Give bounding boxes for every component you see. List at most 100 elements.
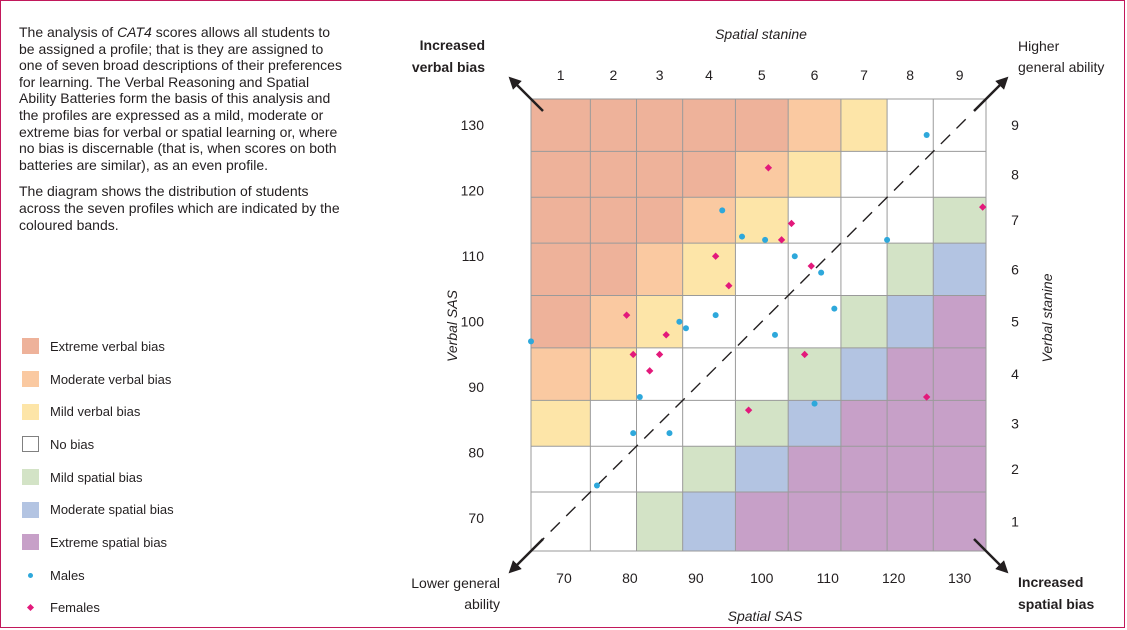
stanine-grid xyxy=(530,98,987,552)
legend-item-females: Females xyxy=(22,592,322,625)
series-males xyxy=(528,132,930,489)
female-data-point xyxy=(629,350,637,359)
band-cell xyxy=(840,347,888,401)
band-cell xyxy=(735,492,789,551)
band-cell xyxy=(735,99,789,152)
male-data-point xyxy=(630,430,637,437)
profile-bands xyxy=(531,99,986,551)
band-cell xyxy=(933,400,986,447)
top-stanine-label: 7 xyxy=(860,67,868,83)
band-cell xyxy=(735,446,789,493)
band-cell xyxy=(933,446,986,493)
corner-label-bottom-left: ability xyxy=(464,596,500,612)
male-data-point xyxy=(682,325,689,332)
top-stanine-label: 1 xyxy=(557,67,565,83)
even-profile-diagonal xyxy=(534,114,971,548)
band-cell xyxy=(682,492,736,551)
male-data-point xyxy=(636,394,643,401)
legend-swatch xyxy=(22,403,39,420)
male-data-point xyxy=(528,338,534,345)
intro-text: The analysis of CAT4 scores allows all s… xyxy=(19,24,349,243)
top-stanine-label: 4 xyxy=(705,67,713,83)
corner-label-bottom-right: Increased xyxy=(1018,574,1083,590)
band-cell xyxy=(887,243,934,296)
legend: Extreme verbal bias Moderate verbal bias M… xyxy=(22,330,322,624)
band-cell xyxy=(590,151,637,198)
band-cell xyxy=(933,197,986,244)
x-tick-label: 130 xyxy=(948,570,972,586)
intro-paragraph-2: The diagram shows the distribution of st… xyxy=(19,183,340,233)
band-cell xyxy=(590,492,637,551)
band-cell xyxy=(788,347,841,401)
x-tick-label: 80 xyxy=(622,570,638,586)
arrow-lower-general-ability xyxy=(508,538,544,574)
female-data-point xyxy=(725,282,733,290)
band-cell xyxy=(682,295,736,348)
band-cell xyxy=(590,99,637,152)
male-data-point xyxy=(923,132,930,139)
top-stanine-label: 5 xyxy=(758,67,766,83)
band-cell xyxy=(933,347,986,401)
corner-label-top-right: Higher xyxy=(1018,38,1060,54)
male-data-point xyxy=(771,331,778,338)
female-data-point xyxy=(979,203,987,211)
male-data-point xyxy=(739,233,746,240)
x-tick-label: 120 xyxy=(882,570,906,586)
male-data-point xyxy=(712,312,719,319)
band-cell xyxy=(788,492,841,551)
legend-label: Moderate spatial bias xyxy=(50,502,174,518)
band-cell xyxy=(840,492,888,551)
band-cell xyxy=(531,400,591,447)
male-data-point xyxy=(831,305,838,312)
band-cell xyxy=(933,243,986,296)
male-data-point xyxy=(719,207,726,214)
band-cell xyxy=(788,197,841,244)
female-data-point xyxy=(787,219,796,228)
male-data-point xyxy=(762,236,769,243)
band-cell xyxy=(840,295,888,348)
y-tick-label: 110 xyxy=(462,248,485,264)
band-cell xyxy=(735,400,789,447)
right-stanine-label: 3 xyxy=(1011,415,1019,431)
legend-label: Mild verbal bias xyxy=(50,404,141,420)
series-females xyxy=(622,164,987,414)
band-cell xyxy=(735,243,789,296)
right-stanine-label: 1 xyxy=(1011,514,1019,530)
legend-swatch xyxy=(22,436,39,453)
band-cell xyxy=(788,446,841,493)
legend-item: Moderate spatial bias xyxy=(22,493,322,526)
band-cell xyxy=(682,400,736,447)
band-cell xyxy=(682,151,736,198)
legend-item: Moderate verbal bias xyxy=(22,363,322,396)
legend-swatch xyxy=(22,371,39,388)
top-stanine-label: 6 xyxy=(811,67,819,83)
female-data-point xyxy=(922,393,931,401)
female-data-point xyxy=(662,331,670,339)
band-cell xyxy=(531,151,591,198)
corner-label-bottom-left: Lower general xyxy=(411,575,500,591)
corner-label-top-left: verbal bias xyxy=(412,59,485,75)
y-tick-label: 100 xyxy=(461,314,485,330)
right-stanine-label: 8 xyxy=(1011,166,1019,182)
band-cell xyxy=(636,400,683,447)
corner-label-top-right: general ability xyxy=(1018,59,1104,75)
female-data-point xyxy=(711,252,720,260)
band-cell xyxy=(840,243,888,296)
female-data-point xyxy=(800,350,809,359)
band-cell xyxy=(531,197,591,244)
band-cell xyxy=(590,243,637,296)
band-cell xyxy=(531,347,591,401)
arrow-increased-spatial-bias xyxy=(973,538,1009,574)
band-cell xyxy=(636,243,683,296)
intro-prefix: The analysis of xyxy=(19,24,118,40)
band-cell xyxy=(887,347,934,401)
band-cell xyxy=(636,197,683,244)
male-data-point xyxy=(884,236,891,243)
band-cell xyxy=(735,151,789,198)
right-stanine-label: 4 xyxy=(1011,366,1019,382)
male-data-point xyxy=(593,482,600,489)
top-stanine-label: 9 xyxy=(956,67,964,83)
top-stanine-label: 2 xyxy=(610,67,618,83)
